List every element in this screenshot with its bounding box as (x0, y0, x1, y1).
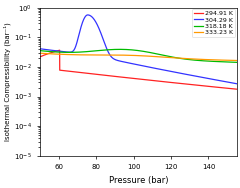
X-axis label: Pressure (bar): Pressure (bar) (108, 176, 168, 185)
333.23 K (114, 54, 117, 56)
333.23 K (39, 52, 42, 54)
294.91 K (235, 88, 238, 90)
318.18 K (156, 53, 159, 55)
333.23 K (156, 56, 159, 58)
304.29 K (166, 70, 169, 72)
304.29 K (235, 83, 238, 85)
318.18 K (166, 55, 169, 57)
304.29 K (114, 58, 117, 61)
318.18 K (114, 48, 117, 51)
318.18 K (118, 48, 121, 51)
333.23 K (166, 56, 169, 58)
Line: 318.18 K: 318.18 K (40, 49, 237, 62)
318.18 K (235, 61, 238, 64)
304.29 K (39, 48, 42, 50)
318.18 K (39, 49, 42, 52)
333.23 K (200, 58, 203, 61)
Line: 333.23 K: 333.23 K (40, 53, 237, 61)
Y-axis label: Isothermal Compressibility (bar⁻¹): Isothermal Compressibility (bar⁻¹) (3, 22, 11, 141)
318.18 K (74, 51, 77, 53)
333.23 K (235, 59, 238, 62)
333.23 K (74, 54, 77, 56)
294.91 K (200, 85, 203, 87)
304.29 K (86, 14, 89, 16)
318.18 K (185, 58, 188, 60)
318.18 K (200, 60, 203, 62)
304.29 K (185, 73, 188, 76)
Legend: 294.91 K, 304.29 K, 318.18 K, 333.23 K: 294.91 K, 304.29 K, 318.18 K, 333.23 K (192, 9, 235, 37)
294.91 K (156, 80, 159, 82)
Line: 304.29 K: 304.29 K (40, 15, 237, 84)
304.29 K (200, 76, 203, 78)
294.91 K (166, 81, 169, 83)
294.91 K (185, 83, 188, 85)
294.91 K (74, 71, 77, 73)
304.29 K (74, 45, 77, 47)
333.23 K (185, 58, 188, 60)
Line: 294.91 K: 294.91 K (40, 50, 237, 89)
294.91 K (39, 56, 42, 58)
304.29 K (156, 68, 159, 70)
294.91 K (58, 49, 61, 51)
294.91 K (114, 75, 117, 77)
